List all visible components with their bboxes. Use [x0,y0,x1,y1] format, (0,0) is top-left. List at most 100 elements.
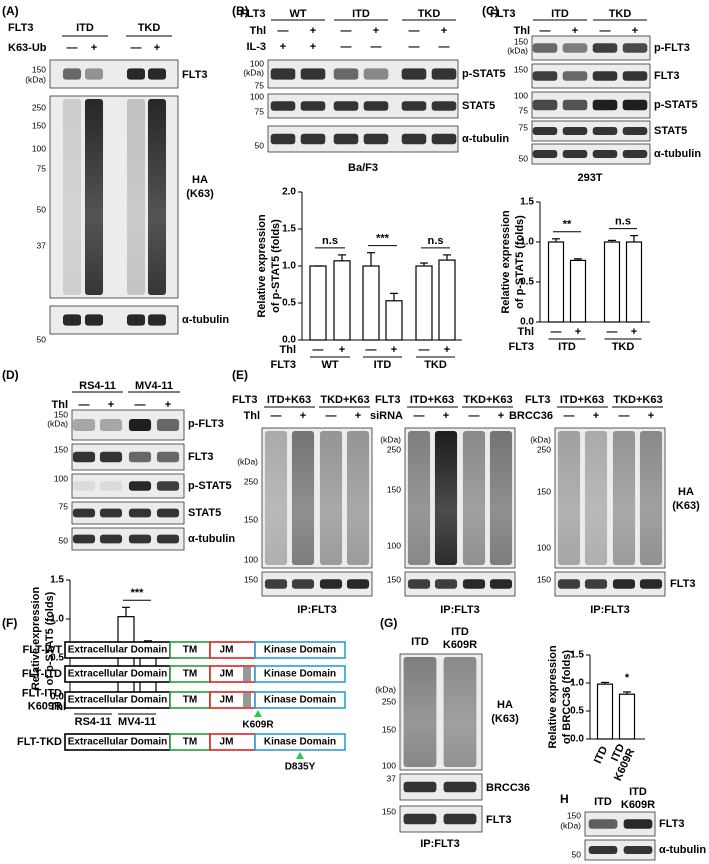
mw-label: 100 [514,90,528,100]
label: α-tubulin [188,533,235,545]
band [532,43,558,53]
panel-label: (G) [380,616,397,630]
x-row-label: Thl [50,701,67,713]
y-axis-label: of p-STAT5 (folds) [44,591,56,685]
band [99,534,123,544]
band [72,451,96,463]
y-tick-label: 0.5 [520,277,534,288]
blot [71,501,185,525]
mw-label: 150 [54,444,68,454]
bar [362,265,380,341]
band [403,813,437,825]
band [557,579,581,589]
band [270,133,296,145]
mw-label: 50 [572,849,582,859]
x-row-label: FLT3 [509,341,534,353]
bar [415,265,433,341]
label: Thl [52,399,69,411]
mw-label: (kDa) [380,434,401,444]
band [532,99,558,111]
domain-label: JM [220,645,234,656]
label: K63-Ub [8,42,47,54]
band [622,43,648,53]
band [99,508,123,518]
band [126,68,146,80]
y-tick-label: 1.0 [282,261,296,272]
y-tick-label: 0.0 [570,734,584,745]
label: 293T [577,172,602,184]
band [264,579,288,589]
mw-label: 100 [54,473,68,483]
domain-label: JM [220,695,234,706]
mw-label: 250 [382,696,396,706]
label: ITD+K63 [410,394,454,406]
smear [403,657,437,767]
lane-sign: — [131,42,142,54]
mw-label: 150 [537,574,551,584]
mw-label: 75 [255,80,265,90]
lane-sign: — [341,25,352,37]
mw-label: 100 [250,91,264,101]
band [363,133,389,145]
mw-label: 100 [387,540,401,550]
band [588,846,618,854]
band [72,481,96,491]
panel-label: (C) [482,4,499,18]
label: ITD+K63 [267,394,311,406]
label: FLT3 [182,69,207,81]
mw-label: 75 [37,163,47,173]
lane-sign: + [300,410,306,422]
smear [407,431,431,565]
label: α-tubulin [659,844,706,856]
mw-label: 50 [519,153,529,163]
label: HA [678,486,694,498]
mw-label: 75 [59,501,69,511]
mw-label: 100 [250,58,264,68]
x-sign: + [631,326,637,338]
label: FLT3 [490,8,515,20]
band [562,127,588,135]
label: K609R [621,799,655,811]
lane-sign: + [108,399,114,411]
label: (K63) [491,713,519,725]
significance: n.s [428,235,444,247]
lane-sign: + [443,410,449,422]
blot [531,143,651,165]
band [128,534,152,544]
label: ITD [594,796,612,808]
lane-sign: — [326,410,337,422]
band [562,150,588,158]
domain [254,733,346,751]
lane-sign: + [572,25,578,37]
label: p-FLT3 [654,42,690,54]
smear [489,431,513,565]
smear [319,431,343,565]
y-tick-label: 0.0 [520,317,534,328]
band [156,508,180,518]
label: FLT3 [525,394,550,406]
construct-name: FLT-ITD [22,687,62,699]
label: STAT5 [654,125,687,137]
label: FLT3 [659,818,684,830]
x-group: MV4-11 [118,716,156,728]
band [72,534,96,544]
lane-sign: — [414,410,425,422]
y-tick-label: 0.0 [50,692,64,703]
itd-insert [243,693,251,707]
mw-label: (kDa) [530,434,551,444]
blot [267,93,459,119]
mw-label: 150 [514,36,528,46]
blot [584,839,656,861]
significance: n.s [615,216,631,228]
bar [596,683,614,740]
panel-label: (F) [2,616,17,630]
band [592,150,618,158]
label: Thl [514,25,531,37]
band [403,781,437,793]
band [532,71,558,81]
label: Ba/F3 [348,162,378,174]
domain [254,691,346,709]
x-sign: — [551,326,562,338]
mw-label: 250 [32,102,46,112]
